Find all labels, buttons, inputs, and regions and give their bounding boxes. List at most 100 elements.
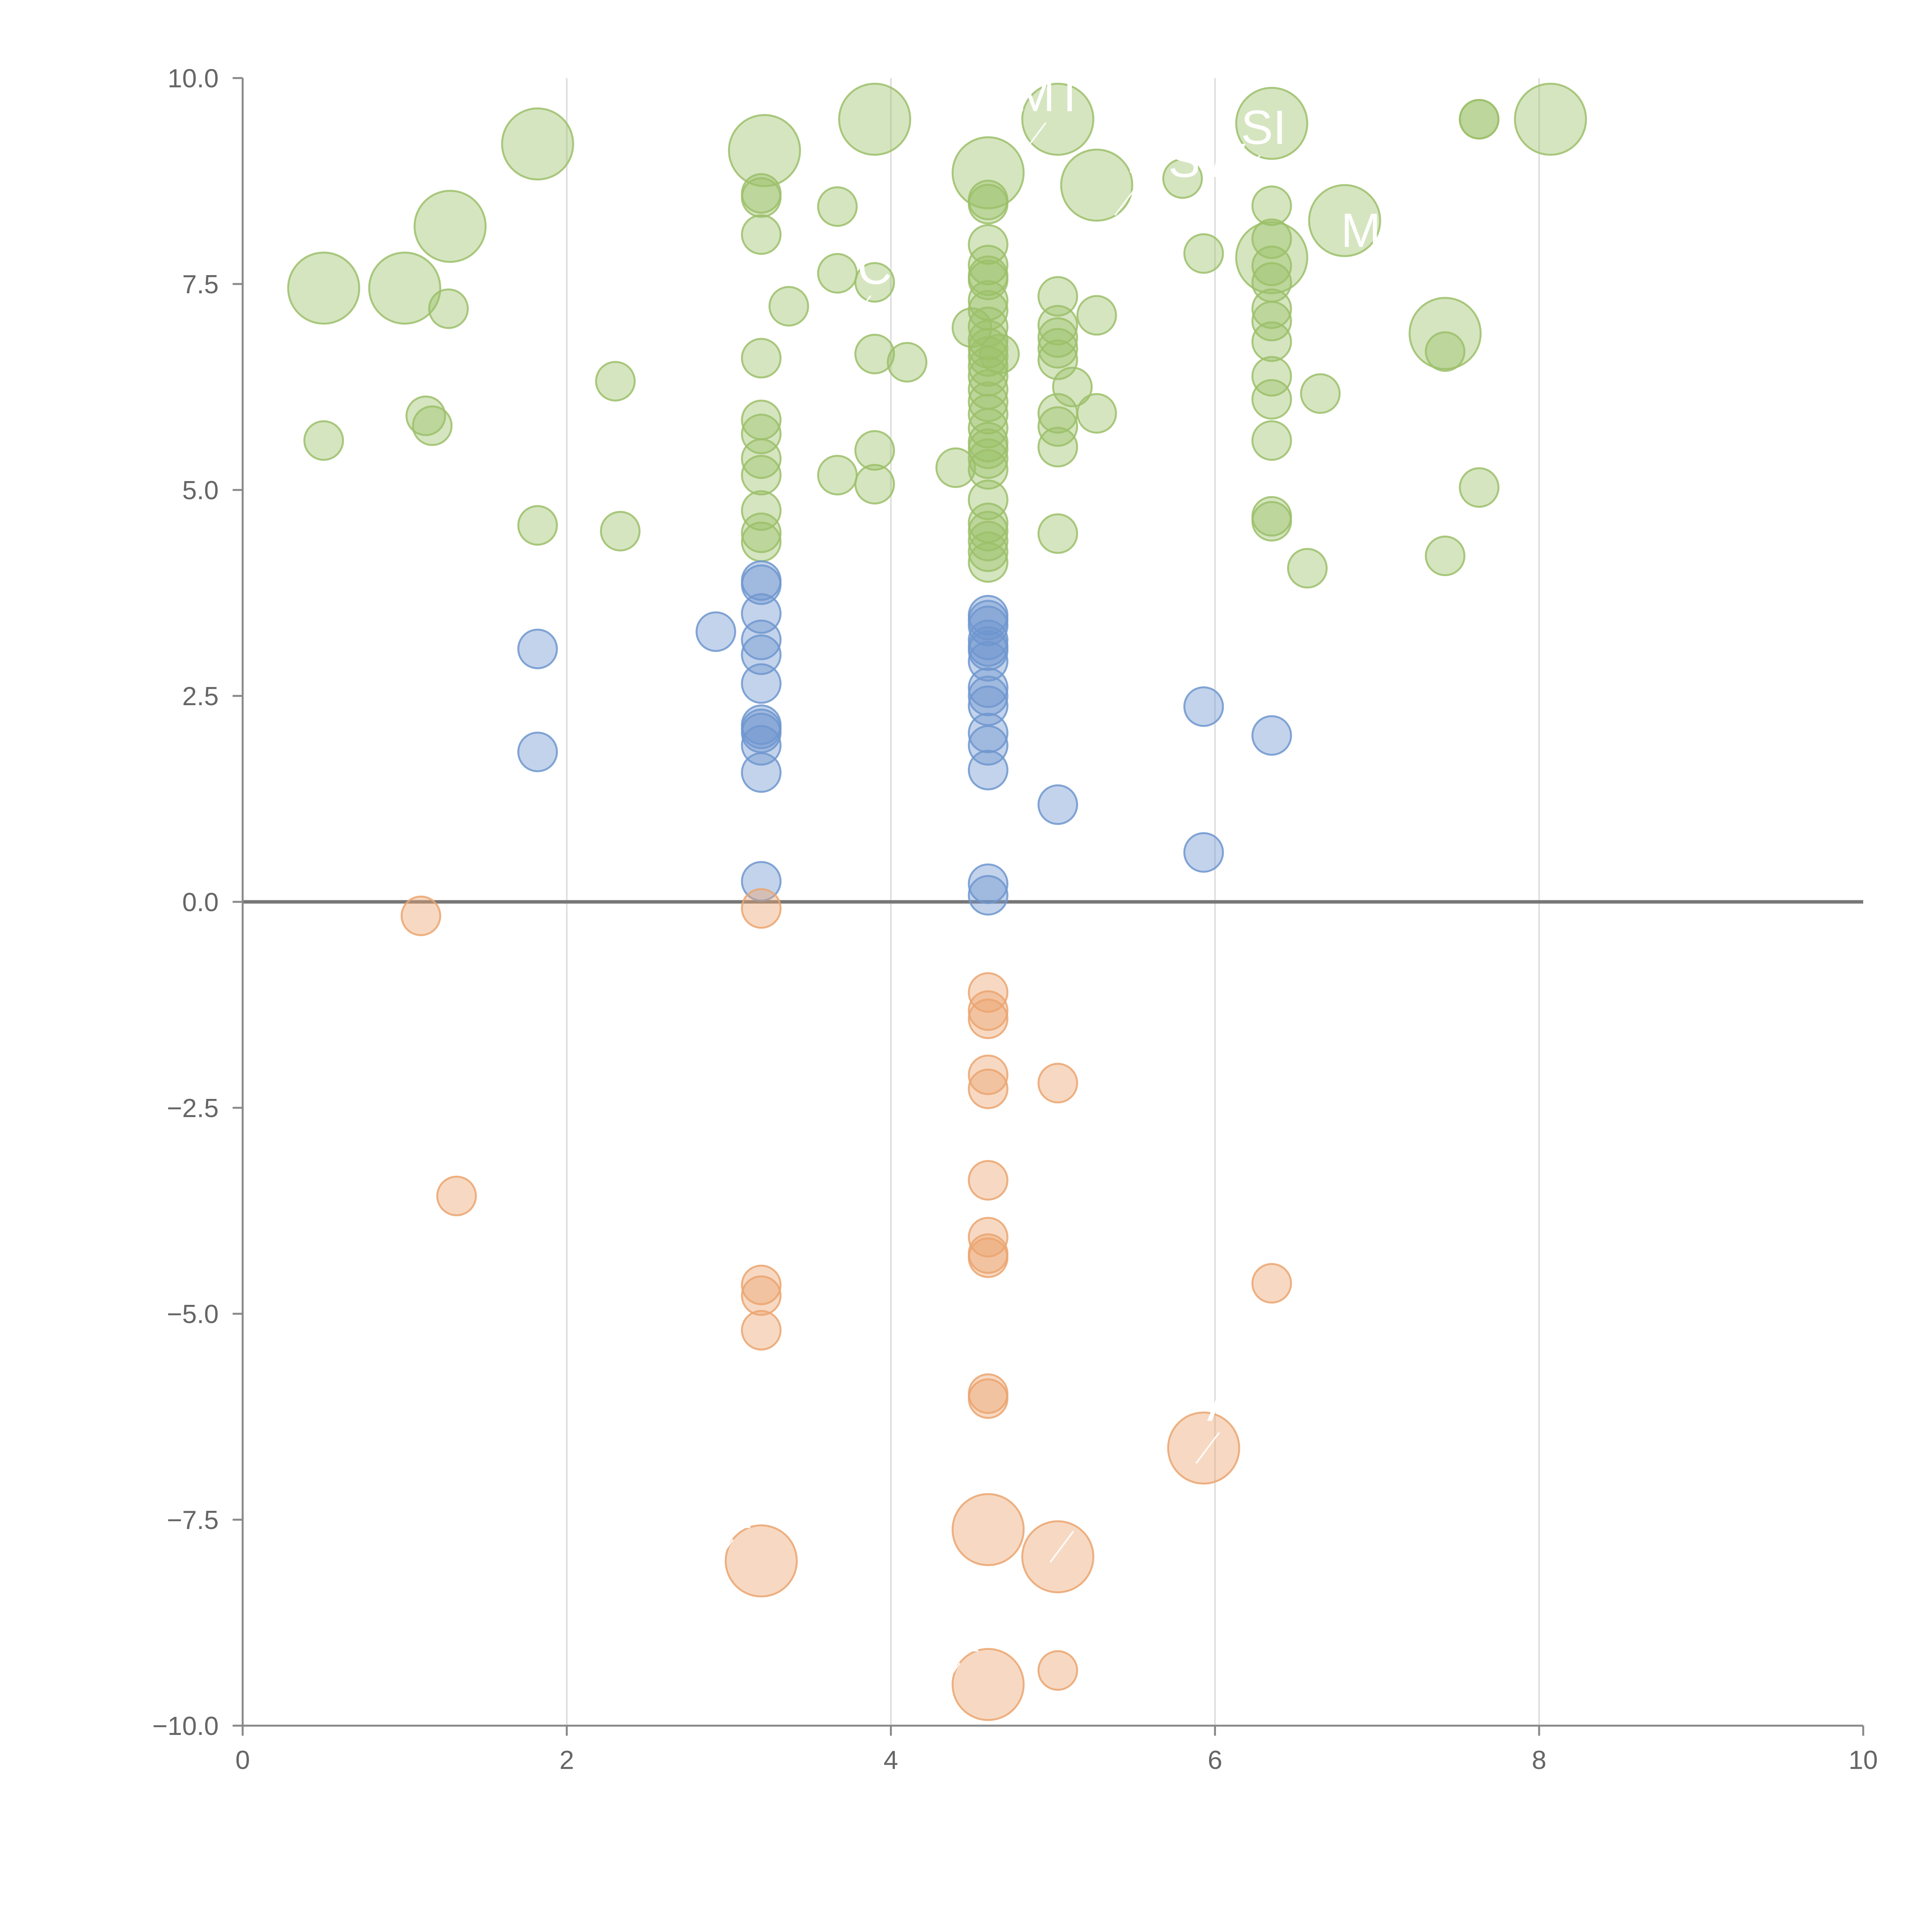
green-point: [501, 107, 574, 181]
green-point: [287, 252, 361, 325]
blue-point: [741, 752, 782, 793]
blue-point: [741, 634, 782, 675]
green-point: [854, 262, 895, 303]
green-point: [968, 449, 1009, 490]
blue-point: [968, 875, 1009, 916]
blue-point: [517, 731, 558, 772]
annotation-leader: [1114, 184, 1139, 216]
green-point: [1162, 158, 1203, 199]
green-point: [741, 438, 782, 479]
green-point: [428, 288, 469, 329]
x-tick-label: 10: [1849, 1745, 1878, 1775]
blue-point: [517, 628, 558, 669]
orange-point: [968, 1160, 1009, 1201]
blue-point: [1183, 686, 1224, 727]
orange-point: [968, 1378, 1009, 1419]
green-point: [1425, 331, 1466, 372]
orange-point: [1037, 1063, 1078, 1104]
green-point: [303, 420, 344, 461]
blue-point: [968, 713, 1009, 753]
y-tick-label: −2.5: [167, 1094, 219, 1123]
green-point: [968, 520, 1009, 561]
green-point: [741, 214, 782, 255]
green-point: [1037, 406, 1078, 447]
green-point: [968, 408, 1009, 449]
green-point: [1251, 245, 1292, 286]
green-point: [1037, 276, 1078, 317]
green-point: [1251, 321, 1292, 362]
green-point: [817, 455, 858, 496]
point-annotation: MT: [1015, 68, 1084, 121]
point-annotation: T: [1063, 1477, 1092, 1530]
point-annotation: R: [947, 1609, 981, 1662]
green-point: [1037, 305, 1078, 346]
axis-ticks: 0 2 4 6 8 10 10.0 7.5 5.0 2.5 0.0 −2.5 −5.0 −7.5 −10.0: [152, 64, 1878, 1775]
green-point: [368, 252, 441, 325]
green-point: [838, 83, 912, 156]
orange-point: [951, 1493, 1025, 1566]
orange-point: [1021, 1520, 1095, 1594]
orange-point: [968, 1217, 1009, 1258]
blue-point: [968, 863, 1009, 904]
green-point: [887, 342, 928, 383]
green-point: [968, 245, 1009, 286]
y-tick-label: −7.5: [167, 1505, 219, 1535]
blue-point: [741, 663, 782, 704]
green-point: [968, 438, 1009, 479]
green-point: [1251, 420, 1292, 461]
green-point: [1037, 513, 1078, 554]
green-point: [595, 361, 636, 402]
orange-point: [951, 1648, 1025, 1721]
green-point: [817, 186, 858, 227]
green-point: [413, 190, 487, 263]
y-tick-label: −5.0: [167, 1299, 219, 1329]
point-annotation: N: [719, 1485, 754, 1538]
green-point: [1021, 83, 1095, 156]
x-tick-label: 8: [1532, 1745, 1546, 1775]
y-tick-label: 2.5: [182, 682, 219, 711]
green-point: [741, 455, 782, 496]
orange-point: [741, 888, 782, 929]
green-point: [968, 184, 1009, 224]
blue-point: [968, 630, 1009, 671]
green-point: [728, 114, 801, 187]
blue-point: [968, 675, 1009, 716]
orange-point: [1037, 1650, 1078, 1691]
green-point: [854, 333, 895, 374]
green-point: [935, 447, 976, 488]
x-tick-label: 4: [884, 1745, 898, 1775]
point-annotation: A: [1207, 1378, 1239, 1431]
y-tick-label: 5.0: [182, 476, 219, 505]
blue-point: [968, 605, 1009, 646]
annotation-leader: [1236, 155, 1260, 187]
orange-point: [400, 895, 441, 936]
blue-point: [1183, 832, 1224, 873]
green-point: [1037, 317, 1078, 358]
green-point: [1076, 295, 1117, 336]
green-point: [1052, 367, 1093, 407]
green-point: [968, 259, 1009, 300]
y-tick-label: 10.0: [168, 64, 219, 93]
green-point: [968, 531, 1009, 572]
green-point: [968, 224, 1009, 265]
green-point: [1308, 184, 1381, 257]
green-point: [1425, 536, 1466, 577]
annotation-leader: [1195, 1432, 1220, 1464]
point-annotation: C: [857, 241, 892, 294]
point-annotation: E: [1126, 130, 1158, 183]
green-point: [968, 542, 1009, 583]
scatter-points: [287, 83, 1587, 1721]
blue-point: [741, 564, 782, 605]
point-annotation: SI: [1241, 101, 1286, 155]
green-point: [741, 338, 782, 379]
green-point: [600, 511, 641, 552]
point-annotation: SW: [1168, 134, 1246, 187]
green-point: [1287, 548, 1328, 589]
green-point: [1183, 233, 1224, 274]
orange-point: [741, 1275, 782, 1316]
y-tick-label: 7.5: [182, 270, 219, 299]
green-point: [1408, 297, 1482, 370]
green-point: [1060, 148, 1133, 222]
green-point: [1037, 427, 1078, 468]
